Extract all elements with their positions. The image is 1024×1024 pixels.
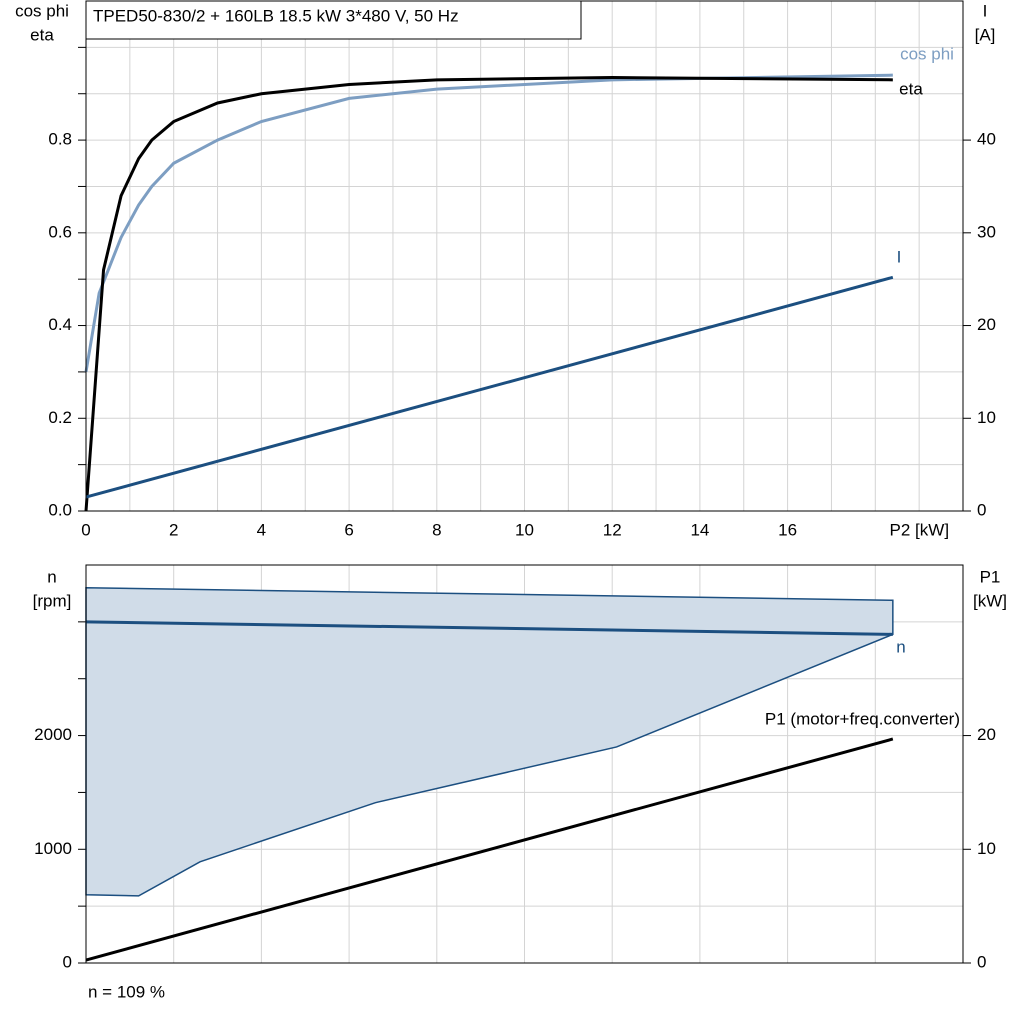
- y2-axis-label: [A]: [975, 25, 996, 44]
- note: n = 109 %: [88, 982, 165, 1001]
- y2-tick-label: 0: [977, 500, 986, 519]
- series-label: n: [896, 637, 905, 656]
- y-tick-label: 0.4: [48, 315, 72, 334]
- series-label: P1 (motor+freq.converter): [765, 709, 960, 728]
- y-axis-label: n: [47, 567, 56, 586]
- series-line: [84, 73, 893, 373]
- y-tick-label: 2000: [34, 725, 72, 744]
- series-label: eta: [899, 79, 923, 98]
- y2-tick-label: 10: [977, 839, 996, 858]
- series-line: [85, 275, 894, 499]
- series-line: [85, 737, 894, 962]
- y2-tick-label: 40: [977, 130, 996, 149]
- y-tick-label: 0.2: [48, 408, 72, 427]
- y-tick-label: 0.6: [48, 222, 72, 241]
- x-tick-label: 2: [169, 520, 178, 539]
- x-tick-label: 12: [603, 520, 622, 539]
- y2-tick-label: 0: [977, 952, 986, 971]
- x-tick-label: 8: [432, 520, 441, 539]
- y2-axis-label: [kW]: [973, 591, 1007, 610]
- plot-frame: [85, 564, 964, 964]
- x-tick-label: 10: [515, 520, 534, 539]
- series-line: [84, 75, 893, 512]
- series-label: cos phi: [900, 44, 954, 63]
- y2-tick-label: 20: [977, 315, 996, 334]
- x-tick-label: 14: [690, 520, 709, 539]
- y2-tick-label: 30: [977, 222, 996, 241]
- y2-axis-label: I: [983, 1, 988, 20]
- y2-tick-label: 10: [977, 408, 996, 427]
- series-line: [85, 620, 893, 636]
- x-tick-label: 16: [778, 520, 797, 539]
- range-area: [85, 586, 894, 897]
- y2-axis-label: P1: [980, 567, 1001, 586]
- x-tick-label: 0: [81, 520, 90, 539]
- chart-title: TPED50-830/2 + 160LB 18.5 kW 3*480 V, 50…: [93, 6, 459, 25]
- series-label: I: [897, 247, 902, 266]
- y-tick-label: 0.8: [48, 130, 72, 149]
- title-box: [85, 0, 582, 40]
- x-tick-label: P2 [kW]: [890, 520, 950, 539]
- y-tick-label: 1000: [34, 839, 72, 858]
- y-axis-label: eta: [30, 25, 54, 44]
- y2-tick-label: 20: [977, 725, 996, 744]
- x-tick-label: 6: [344, 520, 353, 539]
- x-tick-label: 4: [257, 520, 266, 539]
- y-tick-label: 0: [63, 952, 72, 971]
- y-axis-label: [rpm]: [33, 591, 72, 610]
- y-tick-label: 0.0: [48, 500, 72, 519]
- y-axis-label: cos phi: [15, 1, 69, 20]
